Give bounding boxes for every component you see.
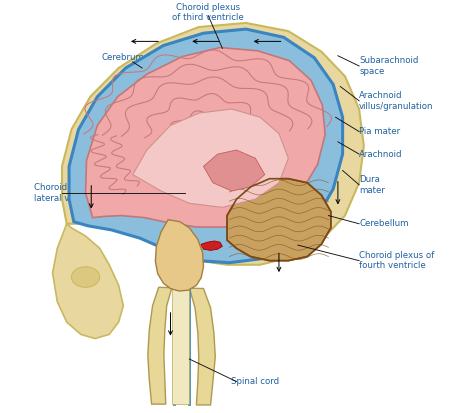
Text: Pia mater: Pia mater [359, 127, 400, 136]
Text: Arachnoid
villus/granulation: Arachnoid villus/granulation [359, 91, 434, 111]
Polygon shape [172, 290, 189, 404]
Polygon shape [156, 220, 203, 291]
Polygon shape [69, 29, 342, 263]
Text: Choroid plexus
of third ventricle: Choroid plexus of third ventricle [172, 3, 244, 22]
Text: Dura
mater: Dura mater [359, 175, 385, 195]
Polygon shape [53, 224, 123, 339]
Polygon shape [203, 150, 265, 191]
Text: Choroid plexus of
lateral ventricle: Choroid plexus of lateral ventricle [34, 183, 109, 203]
Polygon shape [227, 179, 331, 261]
Text: Spinal cord: Spinal cord [231, 377, 280, 386]
Text: Cerebellum: Cerebellum [359, 219, 409, 228]
Text: Choroid plexus of
fourth ventricle: Choroid plexus of fourth ventricle [359, 251, 434, 271]
Text: Subarachnoid
space: Subarachnoid space [359, 56, 419, 76]
Polygon shape [201, 241, 222, 250]
Polygon shape [148, 287, 215, 405]
Text: Cerebrum: Cerebrum [102, 53, 145, 62]
Polygon shape [86, 47, 325, 227]
Ellipse shape [71, 267, 100, 287]
Polygon shape [62, 23, 364, 265]
Text: Arachnoid: Arachnoid [359, 150, 403, 159]
Polygon shape [133, 109, 289, 207]
